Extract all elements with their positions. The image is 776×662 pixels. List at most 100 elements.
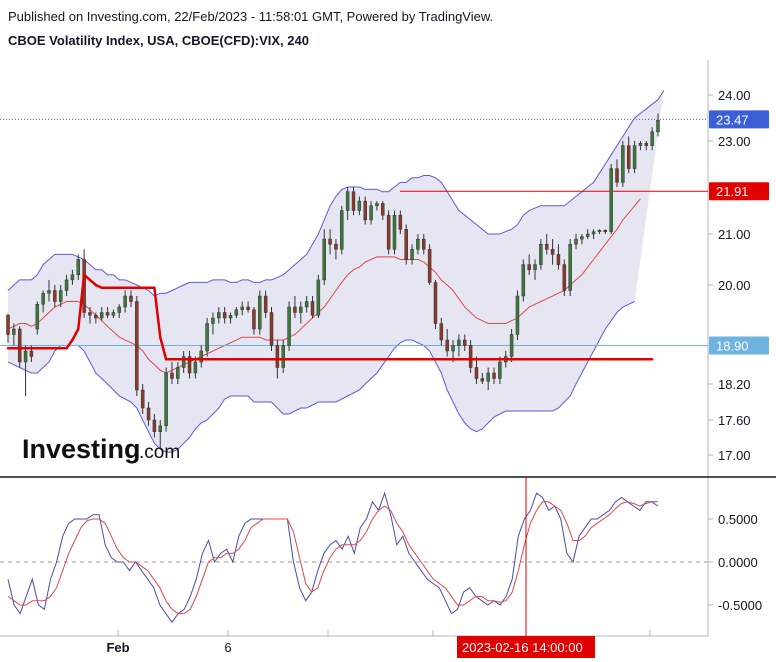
trailing-stop-segment	[88, 278, 98, 287]
oscillator-tick-label: -0.5000	[718, 598, 762, 613]
last-price-badge: 23.47	[709, 110, 769, 129]
candle-body	[181, 356, 186, 368]
oscillator-k-line	[7, 491, 659, 624]
candle-body	[205, 323, 209, 352]
candle-body	[439, 323, 444, 341]
candle-body	[386, 214, 391, 250]
candle-body	[228, 315, 233, 319]
candle-body	[615, 168, 619, 183]
candle-body	[76, 259, 81, 276]
candle-body	[609, 168, 613, 232]
candle-body	[334, 243, 338, 250]
candle-body	[304, 301, 309, 308]
candle-body	[158, 425, 163, 432]
level-blue-badge: 18.90	[709, 336, 769, 355]
candle-body	[47, 290, 51, 294]
candle-body	[474, 367, 479, 379]
price-tick-label: 23.00	[718, 134, 751, 149]
trailing-stop	[6, 273, 654, 361]
time-tick-label: Feb	[106, 640, 129, 655]
candle-body	[23, 350, 28, 363]
candle-body	[375, 203, 379, 207]
candle-body	[568, 243, 572, 291]
candle-body	[509, 334, 514, 357]
price-tick-label: 17.60	[718, 413, 751, 428]
candle-body	[626, 145, 631, 169]
candle-body	[392, 214, 397, 250]
candle-body	[427, 249, 432, 283]
candle-body	[35, 304, 40, 330]
candle-body	[603, 229, 608, 232]
candle-body	[176, 367, 180, 379]
level-red-badge: 21.91	[709, 182, 769, 201]
candle-body	[468, 345, 473, 368]
trailing-stop-segment	[153, 286, 162, 339]
candle-body	[117, 306, 122, 313]
trailing-stop-segment	[71, 327, 80, 342]
candle-body	[299, 306, 303, 313]
candle-body	[357, 200, 362, 211]
oscillator-d-line	[7, 501, 658, 615]
main-pane	[0, 90, 708, 453]
candle-body	[99, 312, 104, 319]
candle-body	[64, 279, 69, 291]
time-axis: Feb 6	[106, 630, 651, 655]
candle-body	[404, 229, 408, 260]
candle-body	[152, 419, 157, 432]
candle-body	[498, 361, 502, 379]
trailing-stop-segment	[65, 338, 74, 350]
candle-body	[269, 312, 274, 346]
candle-body	[222, 312, 227, 319]
candle-body	[217, 312, 221, 319]
candle-body	[29, 350, 34, 357]
cursor-time-label: 2023-02-16 14:00:00	[462, 640, 583, 655]
candle-body	[632, 145, 637, 169]
candle-body	[463, 339, 467, 346]
candle-body	[562, 264, 567, 291]
candle-body	[416, 238, 420, 250]
candle-body	[193, 361, 198, 374]
candle-body	[187, 356, 192, 374]
oscillator-axis: 0.5000 0.0000 -0.5000	[708, 512, 762, 613]
candle-body	[135, 301, 139, 391]
price-tick-label: 21.00	[718, 227, 751, 242]
published-info: Published on Investing.com, 22/Feb/2023 …	[8, 9, 494, 24]
candle-body	[486, 372, 490, 382]
candle-body	[240, 306, 244, 310]
candle-body	[410, 249, 414, 260]
candle-body	[556, 254, 561, 265]
candle-body	[580, 236, 584, 240]
candle-body	[521, 264, 526, 297]
candle-body	[638, 143, 643, 146]
candle-body	[550, 249, 555, 255]
candle-body	[164, 372, 168, 427]
candle-body	[58, 290, 63, 302]
candle-body	[12, 328, 16, 335]
chart-title: CBOE Volatility Index, USA, CBOE(CFD):VI…	[8, 33, 309, 48]
last-price-label: 23.47	[716, 112, 749, 127]
candle-body	[574, 238, 578, 245]
candle-body	[656, 120, 660, 133]
candle-body	[310, 301, 315, 316]
candle-body	[293, 306, 297, 313]
time-tick-label: 6	[224, 640, 231, 655]
candle-body	[544, 243, 549, 250]
candle-body	[328, 238, 332, 245]
price-tick-label: 24.00	[718, 88, 751, 103]
candle-body	[246, 306, 250, 310]
candle-body	[88, 312, 92, 316]
candle-body	[451, 345, 455, 352]
candle-body	[445, 339, 449, 352]
candle-body	[123, 295, 127, 308]
trailing-stop-segment	[77, 273, 86, 331]
trailing-stop-segment	[159, 336, 168, 361]
candle-body	[539, 243, 543, 265]
candle-body	[316, 279, 321, 316]
candle-body	[281, 345, 285, 368]
candle-body	[527, 264, 531, 270]
candle-body	[422, 238, 426, 250]
cursor-time-badge: 2023-02-16 14:00:00	[457, 636, 595, 658]
candle-body	[597, 229, 602, 232]
